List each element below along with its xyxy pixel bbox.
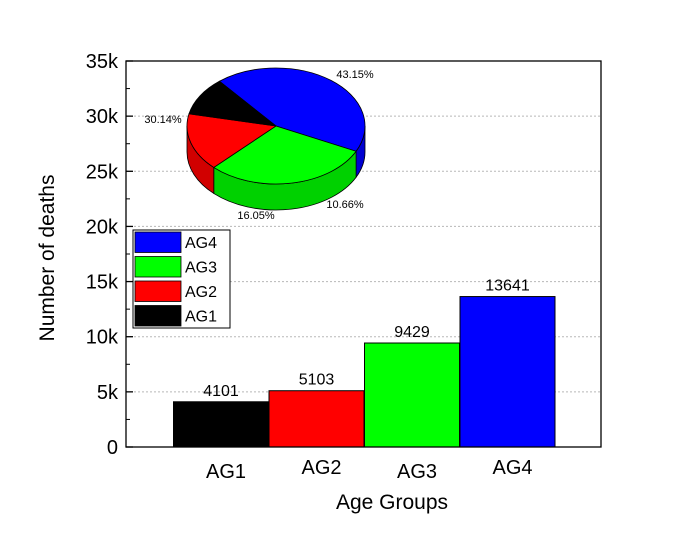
bar-ag3 (364, 342, 460, 448)
bar-data-labels: 4101 5103 9429 13641 (203, 278, 530, 400)
x-tick-label: AG1 (206, 461, 246, 483)
legend-swatch-ag1 (134, 305, 182, 327)
x-tick-label: AG2 (301, 457, 341, 479)
bar-value-label: 9429 (394, 324, 430, 341)
legend-label-ag4: AG4 (185, 235, 217, 252)
bar-ag1 (173, 401, 269, 448)
y-tick-label: 25k (86, 161, 119, 183)
pie-percent-label: 10.66% (326, 199, 364, 211)
bar-ag4 (459, 296, 556, 448)
bar-value-label: 5103 (299, 372, 335, 389)
axes (125, 60, 602, 448)
y-axis-title: Number of deaths (36, 175, 59, 342)
x-tick-label: AG4 (492, 457, 532, 479)
bar-value-label: 4101 (203, 383, 239, 400)
bars (173, 296, 556, 448)
pie-slice-ag2 (186, 113, 278, 168)
legend-swatch-ag4 (134, 231, 182, 253)
legend-label-ag2: AG2 (185, 284, 217, 301)
y-tick-label: 0 (107, 437, 118, 459)
legend-label-ag1: AG1 (185, 309, 217, 326)
bar-ag2 (268, 390, 365, 448)
pie-percent-label: 30.14% (144, 114, 182, 126)
x-tick-label: AG3 (397, 461, 437, 483)
bar-value-label: 13641 (485, 278, 530, 295)
pie-slice-ag3 (213, 125, 357, 185)
y-tick-label: 30k (86, 106, 119, 128)
x-axis-title: Age Groups (336, 491, 448, 514)
legend-swatch-ag3 (134, 256, 182, 278)
pie-percent-label: 43.15% (336, 69, 374, 81)
pie-percent-label: 16.05% (237, 210, 275, 222)
legend: AG4 AG3 AG2 AG1 (132, 229, 231, 329)
y-tick-label: 5k (97, 382, 119, 404)
y-tick-label: 20k (86, 216, 119, 238)
pie-chart-inset: 43.15% 30.14% 16.05% 10.66% (144, 67, 374, 222)
y-tick-label: 35k (86, 51, 119, 73)
x-tick-labels: AG1 AG2 AG3 AG4 (206, 457, 533, 483)
legend-swatch-ag2 (134, 280, 182, 302)
y-tick-label: 15k (86, 272, 119, 294)
y-tick-label: 10k (86, 327, 119, 349)
pie-slice-ag4 (218, 67, 366, 152)
pie-slice-ag1 (188, 80, 278, 127)
y-tick-labels: 0 5k 10k 15k 20k 25k 30k 35k (86, 51, 119, 459)
legend-label-ag3: AG3 (185, 260, 217, 277)
